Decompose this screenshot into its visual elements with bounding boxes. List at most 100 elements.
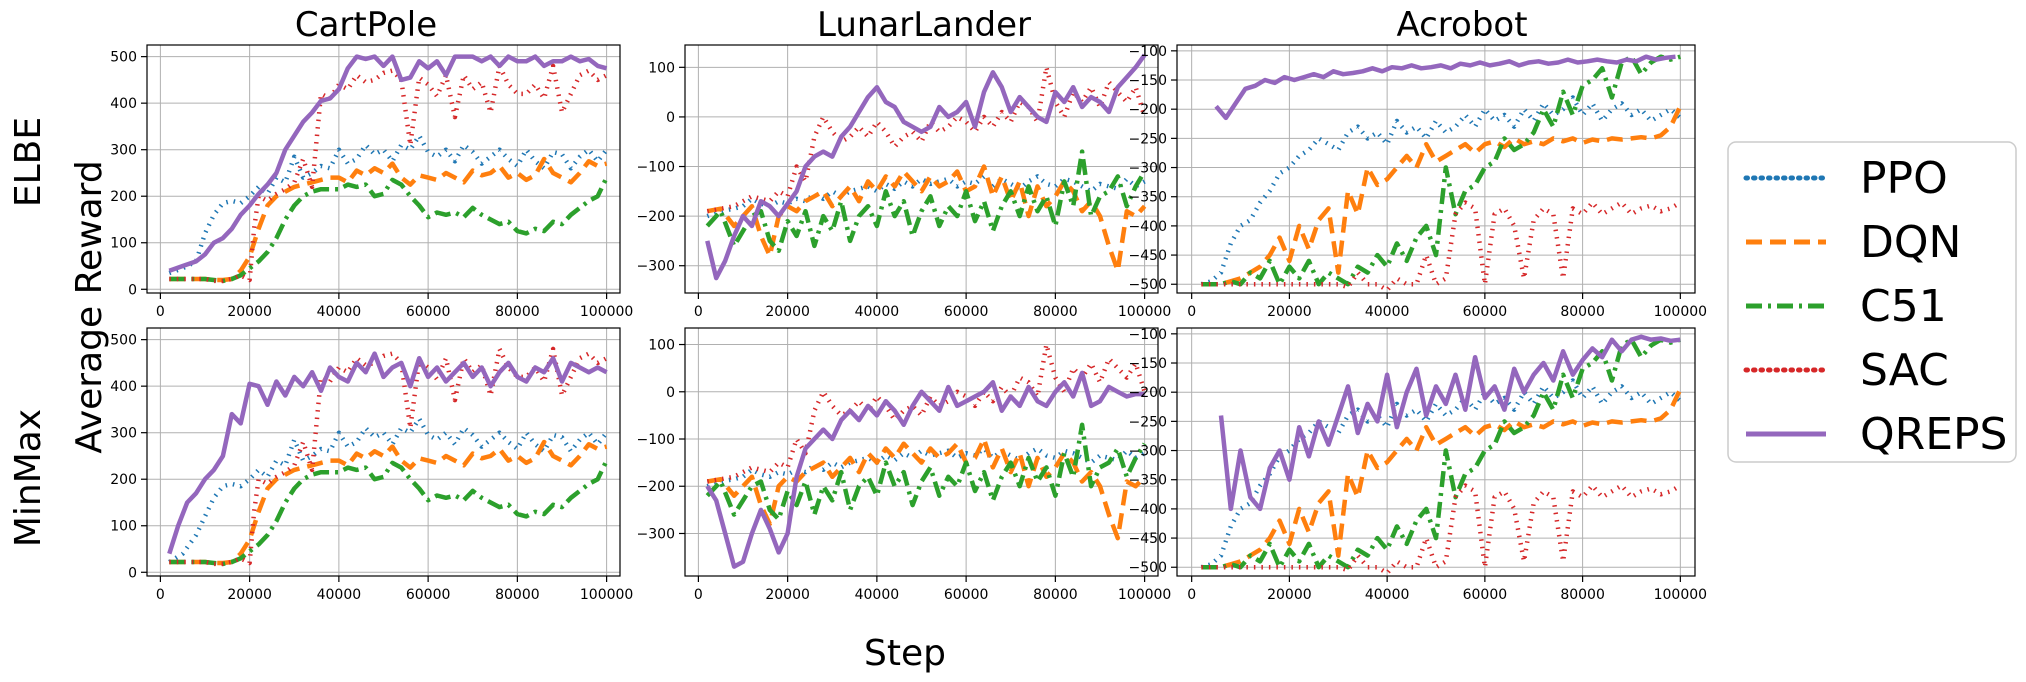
series-line-dqn: [706, 436, 1147, 541]
y-axis-label: Average Reward: [69, 160, 110, 453]
y-tick-label: −450: [1129, 248, 1167, 264]
series-line-ppo: [706, 174, 1146, 219]
legend-label-dqn: DQN: [1860, 217, 1961, 268]
x-tick-label: 0: [694, 304, 703, 320]
y-tick-label: −450: [1129, 531, 1167, 547]
y-tick-label: −300: [637, 259, 675, 275]
y-tick-label: −200: [637, 479, 675, 495]
y-tick-label: −500: [1129, 277, 1167, 293]
series-line-sac: [169, 63, 608, 284]
x-tick-label: 100000: [1654, 587, 1707, 603]
legend-label-qreps: QREPS: [1860, 409, 2007, 460]
x-tick-label: 40000: [855, 587, 900, 603]
x-tick-label: 40000: [1365, 587, 1410, 603]
x-tick-label: 60000: [944, 587, 989, 603]
x-tick-label: 0: [694, 587, 703, 603]
row-label-minmax: MinMax: [8, 409, 49, 547]
y-tick-label: 100: [110, 236, 137, 252]
axes-frame: [146, 327, 621, 577]
y-tick-label: −100: [637, 160, 675, 176]
y-tick-label: −250: [1129, 131, 1167, 147]
x-tick-label: 20000: [1267, 587, 1312, 603]
y-tick-label: 400: [110, 379, 137, 395]
legend-label-sac: SAC: [1860, 345, 1949, 396]
series-group: [705, 342, 1147, 569]
x-tick-label: 100000: [1118, 587, 1171, 603]
series-line-c51: [169, 459, 609, 567]
series-line-qreps: [705, 370, 1145, 569]
series-line-c51: [169, 176, 609, 284]
y-tick-label: 0: [666, 385, 675, 401]
series-line-sac: [1201, 483, 1682, 576]
x-tick-label: 100000: [580, 587, 633, 603]
x-tick-label: 80000: [1033, 587, 1078, 603]
y-tick-label: −400: [1129, 502, 1167, 518]
row-label-elbe: ELBE: [8, 117, 49, 207]
series-group: [1200, 54, 1683, 293]
x-tick-label: 20000: [227, 304, 272, 320]
x-tick-label: 40000: [317, 304, 362, 320]
series-group: [705, 53, 1147, 281]
series-line-c51: [705, 149, 1147, 254]
series-line-qreps: [1214, 54, 1676, 121]
y-tick-label: 300: [110, 426, 137, 442]
y-tick-label: 400: [110, 96, 137, 112]
x-tick-label: 0: [1187, 304, 1196, 320]
column-title-cartpole: CartPole: [295, 5, 437, 45]
y-tick-label: 300: [110, 143, 137, 159]
axes-frame: [684, 44, 1159, 294]
y-tick-label: −200: [637, 209, 675, 225]
legend: PPO DQN C51 SAC QREPS: [1727, 141, 2017, 463]
axes-frame: [1176, 44, 1696, 294]
series-line-sac: [706, 65, 1147, 214]
panel-acrobot-minmax: 0 20000 40000 60000 80000 100000 −500 −450 −400 −…: [1129, 327, 1708, 603]
series-line-qreps: [167, 351, 608, 555]
series-line-ppo: [706, 446, 1146, 489]
series-line-dqn: [169, 439, 608, 566]
x-tick-label: 0: [156, 587, 165, 603]
y-tick-label: −300: [1129, 444, 1167, 460]
y-tick-label: −350: [1129, 473, 1167, 489]
x-tick-label: 20000: [227, 587, 272, 603]
series-line-dqn: [1201, 105, 1683, 287]
series-group: [1200, 334, 1683, 576]
y-tick-label: 100: [648, 338, 675, 354]
series-line-sac: [1201, 200, 1682, 293]
x-tick-label: 100000: [580, 304, 633, 320]
x-tick-label: 80000: [495, 587, 540, 603]
x-tick-label: 60000: [1463, 304, 1508, 320]
y-tick-label: −100: [1129, 327, 1167, 343]
y-tick-label: −100: [637, 432, 675, 448]
panel-acrobot-elbe: 0 20000 40000 60000 80000 100000 −500 −450 −400 −…: [1129, 44, 1708, 320]
x-tick-label: 60000: [406, 304, 451, 320]
x-tick-label: 80000: [1560, 304, 1605, 320]
y-tick-label: −500: [1129, 560, 1167, 576]
x-tick-label: 60000: [1463, 587, 1508, 603]
series-group: [167, 346, 609, 567]
legend-frame: [1727, 141, 2017, 463]
y-tick-label: 200: [110, 472, 137, 488]
y-tick-label: 100: [110, 519, 137, 535]
y-tick-label: 100: [648, 60, 675, 76]
x-tick-label: 40000: [1365, 304, 1410, 320]
panel-cartpole-elbe: 0 20000 40000 60000 80000 100000 0 100 200 300 400…: [110, 44, 633, 320]
column-title-lunarlander: LunarLander: [817, 5, 1031, 45]
y-tick-label: −400: [1129, 219, 1167, 235]
y-tick-label: −100: [1129, 44, 1167, 60]
y-tick-label: −350: [1129, 190, 1167, 206]
series-group: [168, 54, 609, 284]
y-tick-label: 0: [666, 110, 675, 126]
y-tick-label: −300: [637, 526, 675, 542]
panels-layer: 0 20000 40000 60000 80000 1000000100200300400…: [110, 44, 1707, 603]
y-tick-label: 200: [110, 189, 137, 205]
series-line-qreps: [705, 53, 1147, 281]
y-tick-label: 0: [128, 565, 137, 581]
y-tick-label: −200: [1129, 385, 1167, 401]
series-line-ppo: [1200, 95, 1682, 287]
y-tick-label: 500: [110, 333, 137, 349]
series-line-qreps: [168, 54, 608, 273]
series-line-dqn: [1201, 388, 1683, 570]
series-line-ppo: [168, 133, 609, 276]
y-tick-label: −200: [1129, 102, 1167, 118]
